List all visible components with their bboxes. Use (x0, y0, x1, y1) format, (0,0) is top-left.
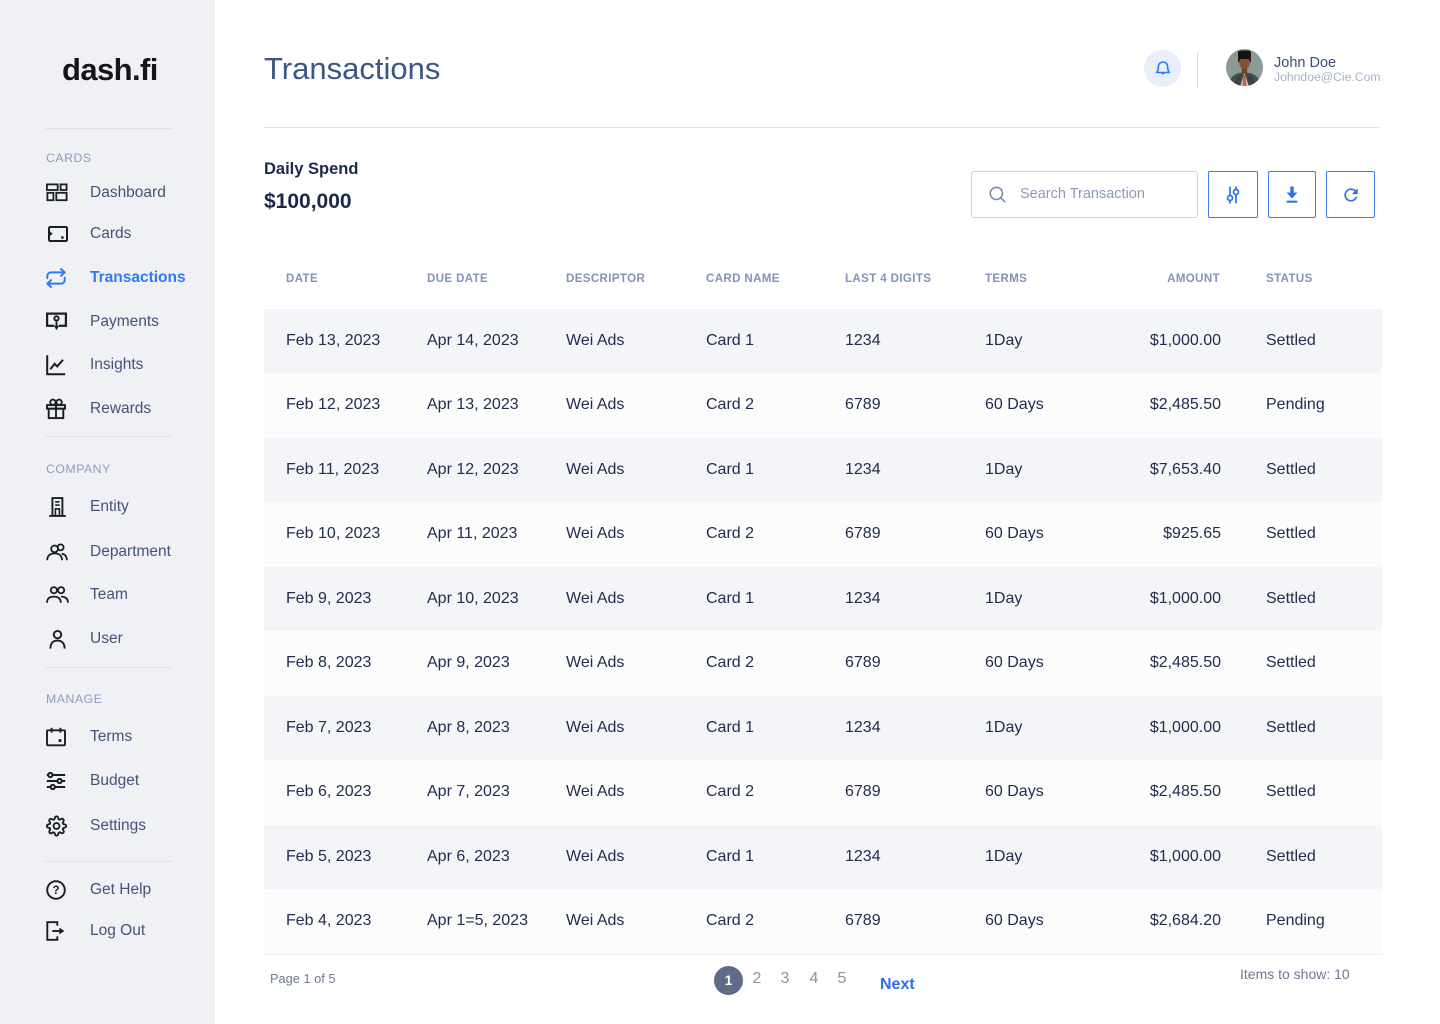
svg-text:?: ? (52, 885, 59, 897)
